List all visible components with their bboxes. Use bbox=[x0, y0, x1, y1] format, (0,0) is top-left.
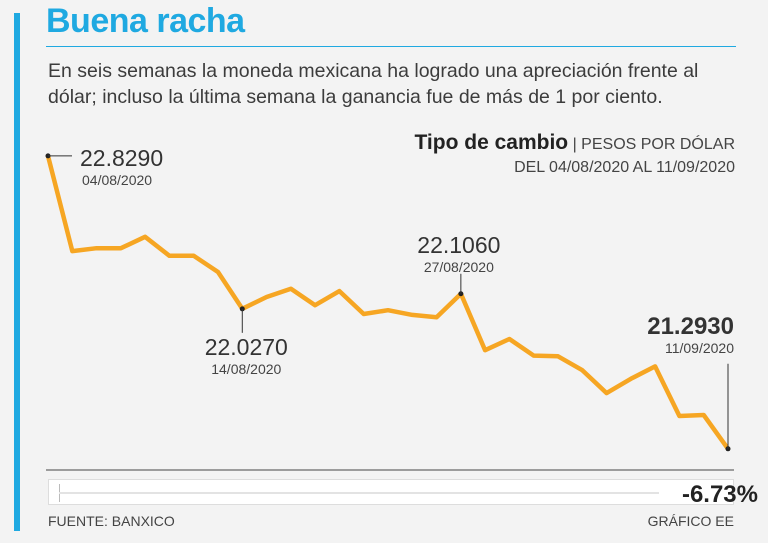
change-bar-track bbox=[59, 492, 659, 494]
title-divider bbox=[46, 46, 736, 47]
chart-date-range: DEL 04/08/2020 AL 11/09/2020 bbox=[514, 159, 735, 176]
annotation-date: 11/09/2020 bbox=[665, 340, 734, 356]
chart-title-separator: | bbox=[572, 136, 577, 153]
annotation-date: 27/08/2020 bbox=[424, 259, 494, 275]
annotation-date: 14/08/2020 bbox=[211, 361, 281, 377]
credit-note: GRÁFICO EE bbox=[647, 513, 734, 529]
page-title: Buena racha bbox=[46, 2, 245, 40]
annotation-value: 22.0270 bbox=[205, 334, 288, 360]
subtitle: En seis semanas la moneda mexicana ha lo… bbox=[48, 60, 699, 108]
annotation-value: 21.2930 bbox=[647, 313, 734, 340]
annotation-date: 04/08/2020 bbox=[82, 172, 152, 188]
chart-header: Tipo de cambio | PESOS POR DÓLAR DEL 04/… bbox=[414, 131, 735, 177]
accent-bar bbox=[14, 13, 20, 531]
annotation-value: 22.1060 bbox=[417, 232, 500, 258]
percent-change: -6.73% bbox=[681, 481, 758, 508]
change-bar bbox=[48, 479, 734, 505]
source-note: FUENTE: BANXICO bbox=[48, 513, 175, 529]
annotation-value: 22.8290 bbox=[80, 145, 163, 171]
series-line bbox=[45, 153, 731, 452]
chart-title: Tipo de cambio bbox=[414, 131, 569, 154]
chart-unit: PESOS POR DÓLAR bbox=[581, 136, 735, 153]
